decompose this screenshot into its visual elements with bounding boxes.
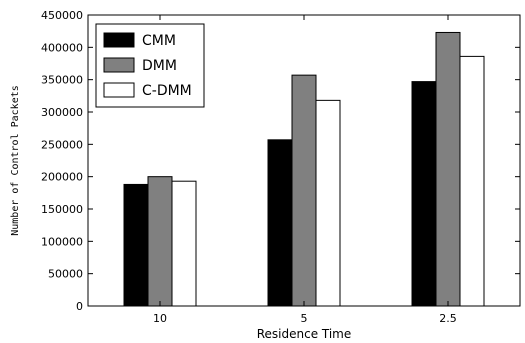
bar-cmm-5	[267, 139, 293, 307]
y-axis-ticks: 0 50000 100000 150000 200000 250000 300000 3500…	[41, 9, 520, 313]
y-tick-label: 100000	[41, 235, 83, 248]
x-tick-label: 2.5	[439, 312, 457, 325]
bar-dmm-2.5	[435, 31, 461, 307]
x-axis-ticks: 10 5 2.5	[153, 15, 457, 325]
x-tick-label: 5	[301, 312, 308, 325]
bars-group	[123, 31, 485, 307]
bar-dmm-10	[147, 176, 173, 307]
x-tick-label: 10	[153, 312, 167, 325]
legend-label-dmm: DMM	[142, 58, 177, 74]
y-tick-label: 50000	[48, 268, 83, 281]
y-tick-label: 300000	[41, 106, 83, 119]
bar-dmm-5	[291, 74, 317, 307]
legend-label-cmm: CMM	[142, 33, 176, 49]
y-tick-label: 350000	[41, 74, 83, 87]
y-tick-label: 0	[76, 300, 83, 313]
y-tick-label: 250000	[41, 138, 83, 151]
y-axis-label: Number of Control Packets	[10, 85, 21, 236]
legend: CMM DMM C-DMM	[95, 23, 205, 108]
y-tick-label: 200000	[41, 171, 83, 184]
bar-cmm-2.5	[411, 81, 437, 307]
bar-c-dmm-10	[171, 180, 197, 307]
bar-c-dmm-2.5	[459, 55, 485, 307]
y-tick-label: 400000	[41, 41, 83, 54]
legend-label-c-dmm: C-DMM	[142, 83, 192, 99]
y-tick-label: 150000	[41, 203, 83, 216]
bar-cmm-10	[123, 183, 149, 307]
legend-swatch-c-dmm	[103, 82, 135, 98]
bar-c-dmm-5	[315, 99, 341, 307]
y-tick-label: 450000	[41, 9, 83, 22]
x-axis-label: Residence Time	[257, 327, 352, 341]
legend-swatch-cmm	[103, 32, 135, 48]
legend-swatch-dmm	[103, 57, 135, 73]
